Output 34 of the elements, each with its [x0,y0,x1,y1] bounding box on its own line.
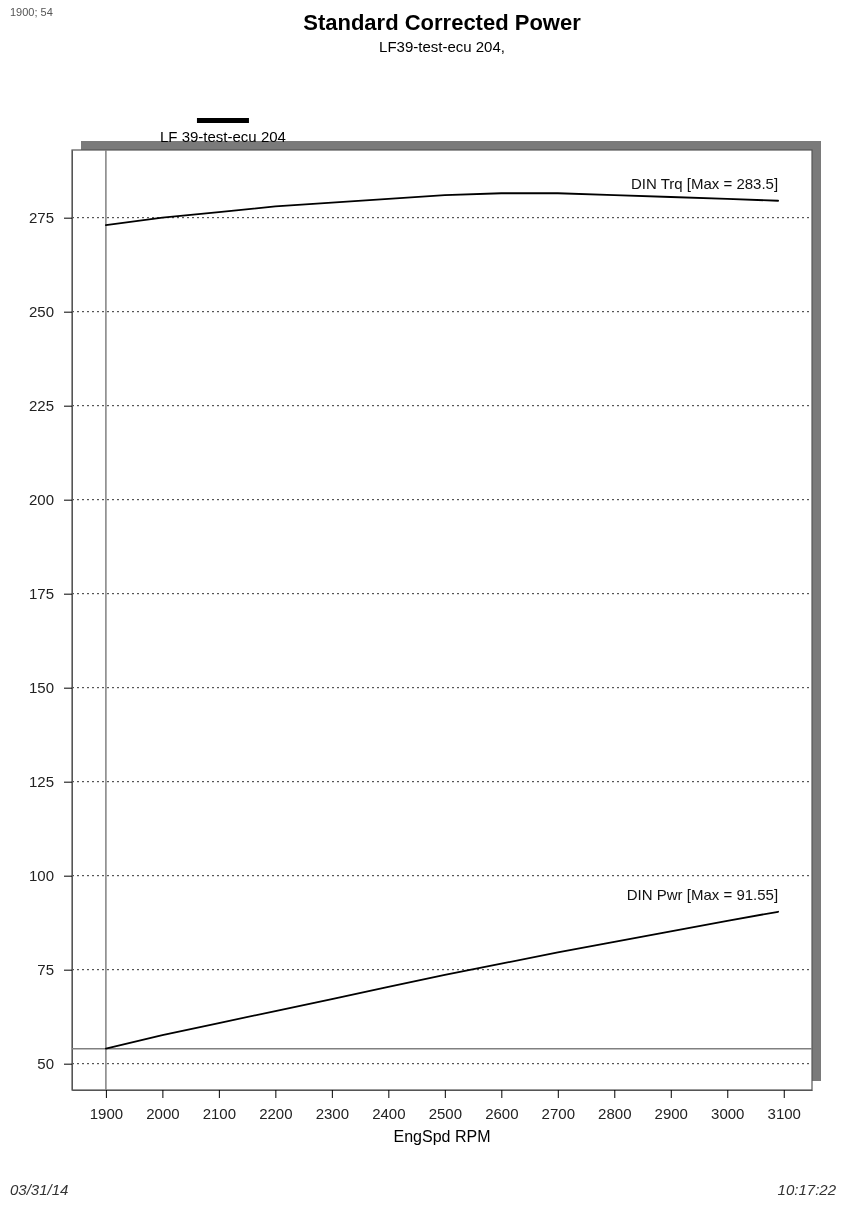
x-tick-label: 2400 [372,1104,406,1122]
y-tick-label: 75 [37,960,54,978]
chart-subtitle: LF39-test-ecu 204, [379,38,505,55]
text: 03/31/14 [10,1181,69,1198]
x-tick-label: 2700 [541,1104,575,1122]
legend-title: LF 39-test-ecu 204 [160,128,286,145]
text: 10:17:22 [777,1181,837,1198]
y-tick-label: 150 [28,678,54,696]
text: 1900; 54 [10,6,53,18]
x-tick-label: 3000 [711,1104,745,1122]
y-tick-label: 200 [28,490,54,508]
chart-title: Standard Corrected Power [303,10,582,35]
line-series [104,192,780,227]
x-tick-label: 2200 [259,1104,293,1122]
x-tick-label: 2300 [315,1104,350,1122]
x-tick-label: 2900 [654,1104,688,1122]
x-tick-label: 2100 [202,1104,237,1122]
y-tick-label: 100 [28,866,54,884]
x-tick-label: 3100 [767,1104,801,1122]
line-series [104,910,780,1050]
y-tick-label: 175 [28,584,54,602]
y-tick-label: 50 [37,1054,54,1072]
x-tick-label: 1900 [89,1104,124,1122]
x-axis-title: EngSpd RPM [393,1128,491,1145]
y-tick-label: 275 [28,208,54,226]
x-tick-label: 2800 [598,1104,632,1122]
series-label: DIN Trq [Max = 283.5] [630,174,779,192]
y-tick-label: 225 [28,396,54,414]
x-tick-label: 2600 [485,1104,519,1122]
y-tick-label: 250 [28,302,54,320]
x-tick-label: 2000 [146,1104,180,1122]
series-label: DIN Pwr [Max = 91.55] [626,885,779,903]
x-tick-label: 2500 [428,1104,463,1122]
y-tick-label: 125 [28,772,54,790]
